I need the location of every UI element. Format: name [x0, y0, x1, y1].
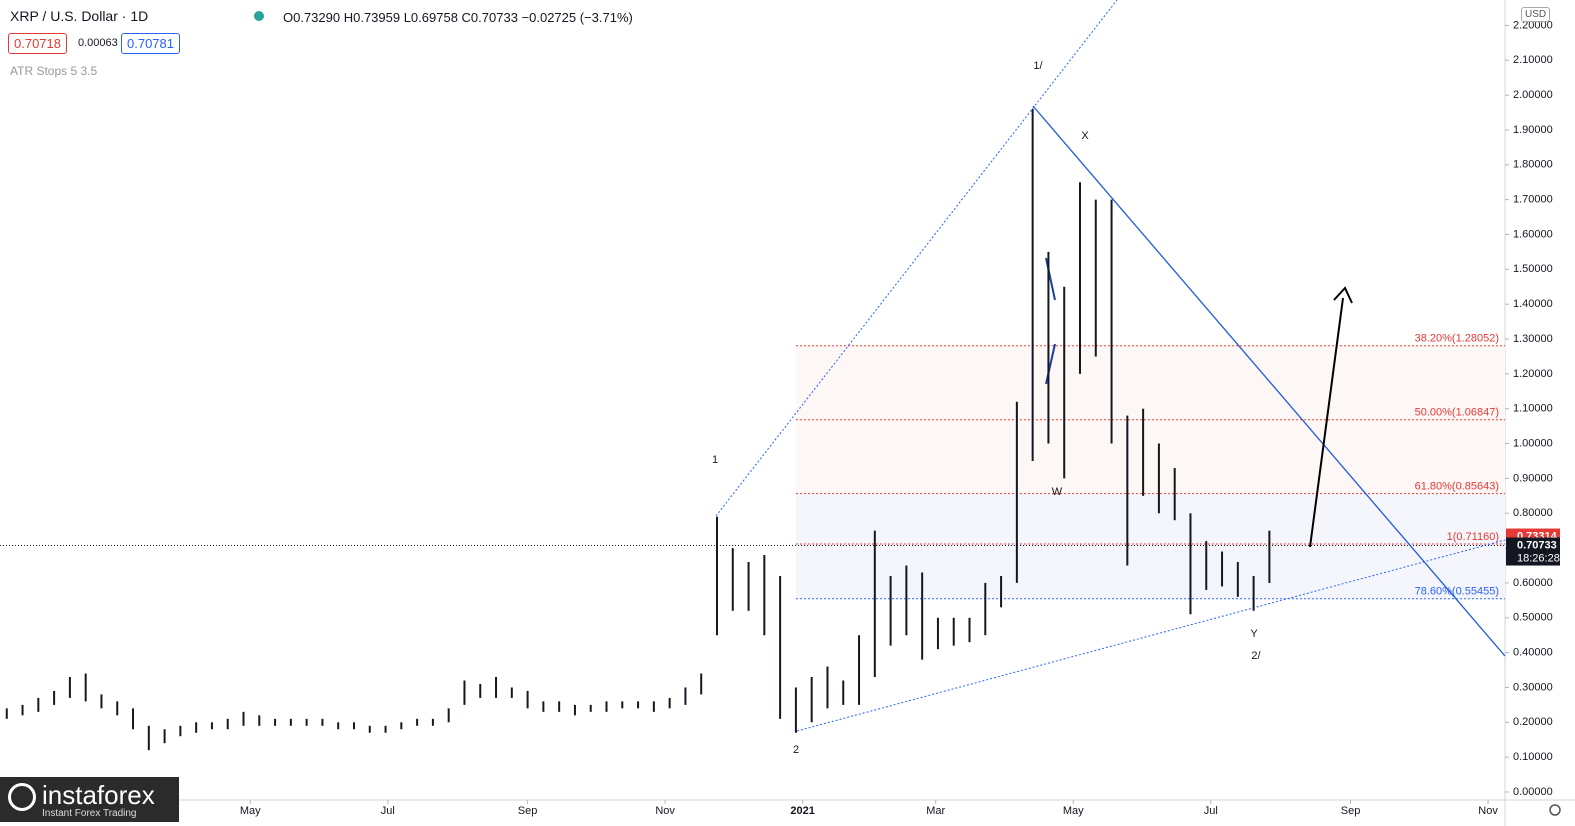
countdown: 18:26:28	[1517, 552, 1560, 564]
x-tick-label: May	[1063, 805, 1084, 817]
x-tick-label: 2021	[790, 805, 814, 817]
arrow-head	[1333, 286, 1353, 304]
y-tick-label: 1.30000	[1513, 333, 1553, 345]
y-tick-label: 1.70000	[1513, 194, 1553, 206]
fib-zone	[795, 345, 1505, 420]
y-tick-label: 0.40000	[1513, 647, 1553, 659]
wave-label: 1	[712, 454, 718, 466]
wave-label: 1/	[1033, 60, 1043, 72]
y-tick-label: 1.90000	[1513, 124, 1553, 136]
y-tick-label: 2.10000	[1513, 54, 1553, 66]
logo-icon	[8, 783, 36, 811]
y-tick-label: 1.40000	[1513, 298, 1553, 310]
y-tick-label: 0.00000	[1513, 786, 1553, 798]
x-tick-label: Nov	[655, 805, 675, 817]
y-tick-label: 0.50000	[1513, 612, 1553, 624]
y-tick-label: 1.20000	[1513, 368, 1553, 380]
x-tick-label: May	[240, 805, 261, 817]
x-tick-label: Nov	[1478, 805, 1498, 817]
x-tick-label: Sep	[518, 805, 538, 817]
trend-line	[715, 0, 1118, 517]
y-tick-label: 1.00000	[1513, 437, 1553, 449]
fib-zone	[795, 493, 1505, 545]
y-tick-label: 1.10000	[1513, 403, 1553, 415]
spread: 0.00063	[78, 37, 118, 49]
ask[interactable]: 0.70781	[121, 33, 180, 54]
wave-label: W	[1052, 486, 1063, 498]
y-tick-label: 0.60000	[1513, 577, 1553, 589]
wave-label: X	[1081, 130, 1089, 142]
last-price-label: 0.70733	[1517, 539, 1557, 551]
y-tick-label: 0.10000	[1513, 751, 1553, 763]
wave-label: 2	[793, 744, 799, 756]
x-tick-label: Jul	[1204, 805, 1218, 817]
fib-label: 78.60%(0.55455)	[1415, 586, 1499, 598]
fib-label: 1(0.71160)	[1447, 531, 1499, 543]
y-tick-label: 2.00000	[1513, 89, 1553, 101]
fib-label: 61.80%(0.85643)	[1415, 480, 1499, 492]
currency-button[interactable]: USD	[1521, 7, 1551, 22]
arrow	[1309, 297, 1344, 548]
indicator: ATR Stops 5 3.5	[10, 64, 98, 78]
fib-label: 38.20%(1.28052)	[1415, 333, 1499, 345]
y-tick-label: 0.30000	[1513, 681, 1553, 693]
trend-line	[1032, 105, 1506, 657]
fib-zone	[795, 544, 1505, 599]
wave-label: Y	[1250, 628, 1258, 640]
y-tick-label: 2.20000	[1513, 19, 1553, 31]
x-tick-label: Jul	[381, 805, 395, 817]
ohlc: O0.73290 H0.73959 L0.69758 C0.70733 −0.0…	[283, 10, 633, 25]
logo-name: instaforex	[42, 780, 155, 810]
y-tick-label: 1.80000	[1513, 159, 1553, 171]
logo-tagline: Instant Forex Trading	[42, 808, 137, 819]
y-tick-label: 1.50000	[1513, 263, 1553, 275]
symbol-title: XRP / U.S. Dollar · 1D	[10, 8, 149, 24]
x-tick-label: Mar	[926, 805, 945, 817]
y-tick-label: 0.80000	[1513, 507, 1553, 519]
y-tick-label: 1.60000	[1513, 228, 1553, 240]
last-price-tag	[1506, 537, 1560, 566]
bid[interactable]: 0.70718	[8, 33, 67, 54]
y-tick-label: 0.20000	[1513, 716, 1553, 728]
x-tick-label: Sep	[1341, 805, 1361, 817]
status-dot	[254, 11, 264, 21]
wave-label: 2/	[1251, 650, 1261, 662]
logo: instaforex Instant Forex Trading	[0, 777, 179, 822]
y-tick-label: 0.90000	[1513, 472, 1553, 484]
fib-label: 50.00%(1.06847)	[1415, 407, 1499, 419]
settings-icon[interactable]	[1549, 804, 1561, 816]
fib-zone	[795, 419, 1505, 494]
